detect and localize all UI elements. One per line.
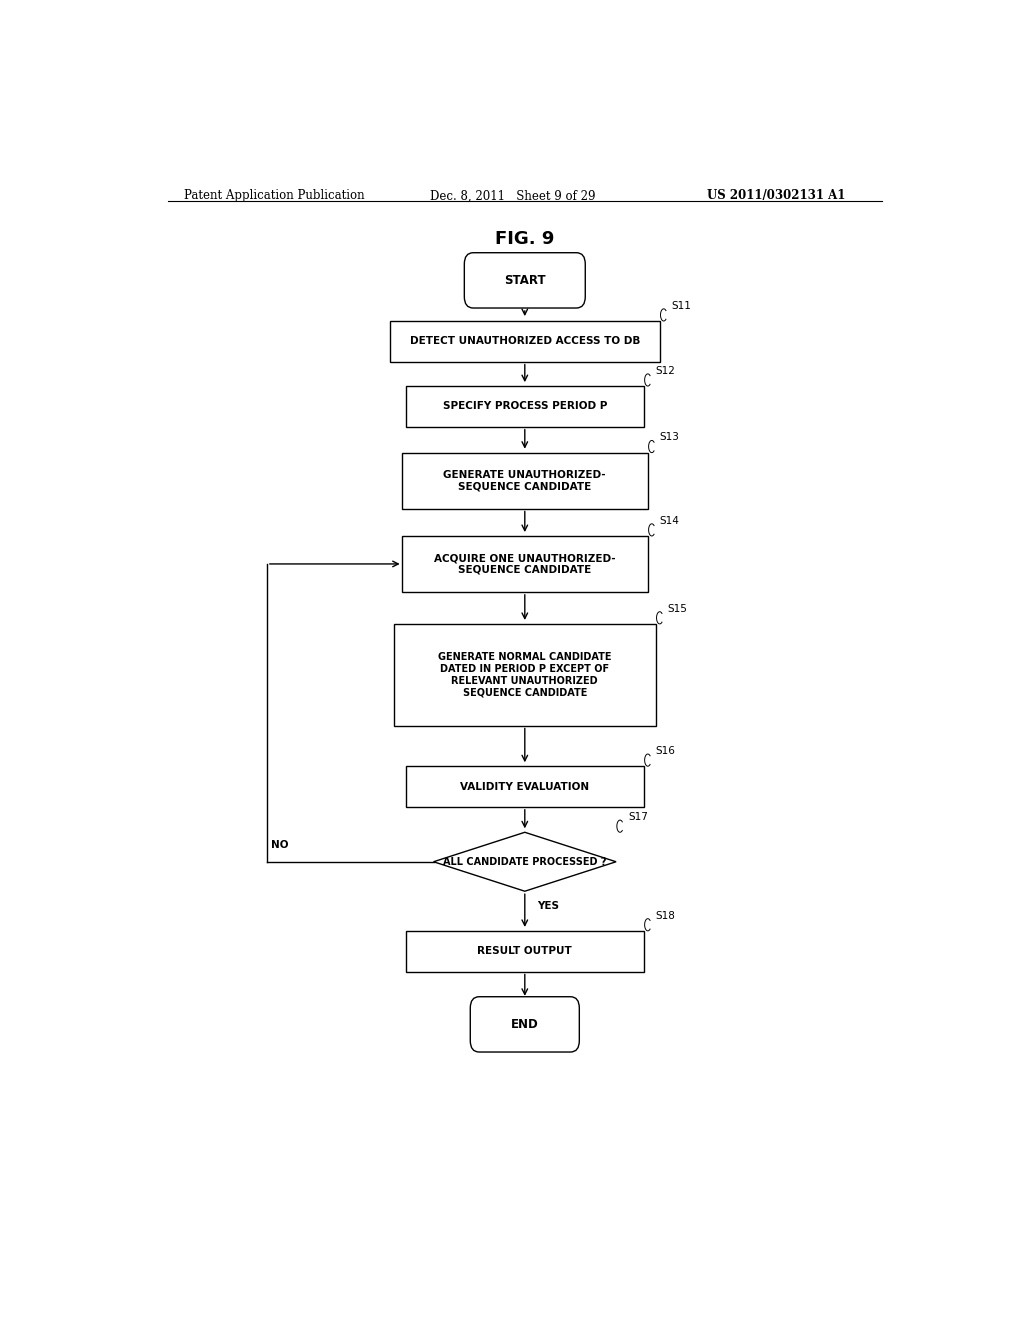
Text: VALIDITY EVALUATION: VALIDITY EVALUATION	[460, 781, 590, 792]
Text: US 2011/0302131 A1: US 2011/0302131 A1	[708, 189, 846, 202]
Bar	[401, 536, 648, 591]
Text: Patent Application Publication: Patent Application Publication	[183, 189, 365, 202]
Text: FIG. 9: FIG. 9	[496, 230, 554, 248]
Text: S16: S16	[655, 746, 676, 756]
Bar	[406, 385, 644, 426]
Text: S15: S15	[668, 603, 687, 614]
Text: START: START	[504, 273, 546, 286]
Text: GENERATE UNAUTHORIZED-
SEQUENCE CANDIDATE: GENERATE UNAUTHORIZED- SEQUENCE CANDIDAT…	[443, 470, 606, 491]
Text: END: END	[511, 1018, 539, 1031]
Bar	[394, 624, 655, 726]
Text: S11: S11	[672, 301, 691, 312]
Text: S18: S18	[655, 911, 676, 921]
Text: Dec. 8, 2011   Sheet 9 of 29: Dec. 8, 2011 Sheet 9 of 29	[430, 189, 595, 202]
Text: DETECT UNAUTHORIZED ACCESS TO DB: DETECT UNAUTHORIZED ACCESS TO DB	[410, 337, 640, 346]
Text: ACQUIRE ONE UNAUTHORIZED-
SEQUENCE CANDIDATE: ACQUIRE ONE UNAUTHORIZED- SEQUENCE CANDI…	[434, 553, 615, 574]
Polygon shape	[433, 833, 616, 891]
Text: YES: YES	[537, 902, 559, 911]
Text: S13: S13	[659, 433, 680, 442]
Text: S14: S14	[659, 516, 680, 525]
FancyBboxPatch shape	[470, 997, 580, 1052]
Text: GENERATE NORMAL CANDIDATE
DATED IN PERIOD P EXCEPT OF
RELEVANT UNAUTHORIZED
SEQU: GENERATE NORMAL CANDIDATE DATED IN PERIO…	[438, 652, 611, 697]
Text: S12: S12	[655, 366, 676, 376]
Text: ALL CANDIDATE PROCESSED ?: ALL CANDIDATE PROCESSED ?	[443, 857, 606, 867]
Bar	[401, 453, 648, 508]
Bar	[390, 321, 659, 362]
Text: RESULT OUTPUT: RESULT OUTPUT	[477, 946, 572, 956]
Text: S17: S17	[628, 812, 648, 822]
Text: NO: NO	[270, 840, 289, 850]
Bar	[406, 931, 644, 972]
Bar	[406, 766, 644, 807]
Text: SPECIFY PROCESS PERIOD P: SPECIFY PROCESS PERIOD P	[442, 401, 607, 412]
FancyBboxPatch shape	[464, 252, 586, 308]
